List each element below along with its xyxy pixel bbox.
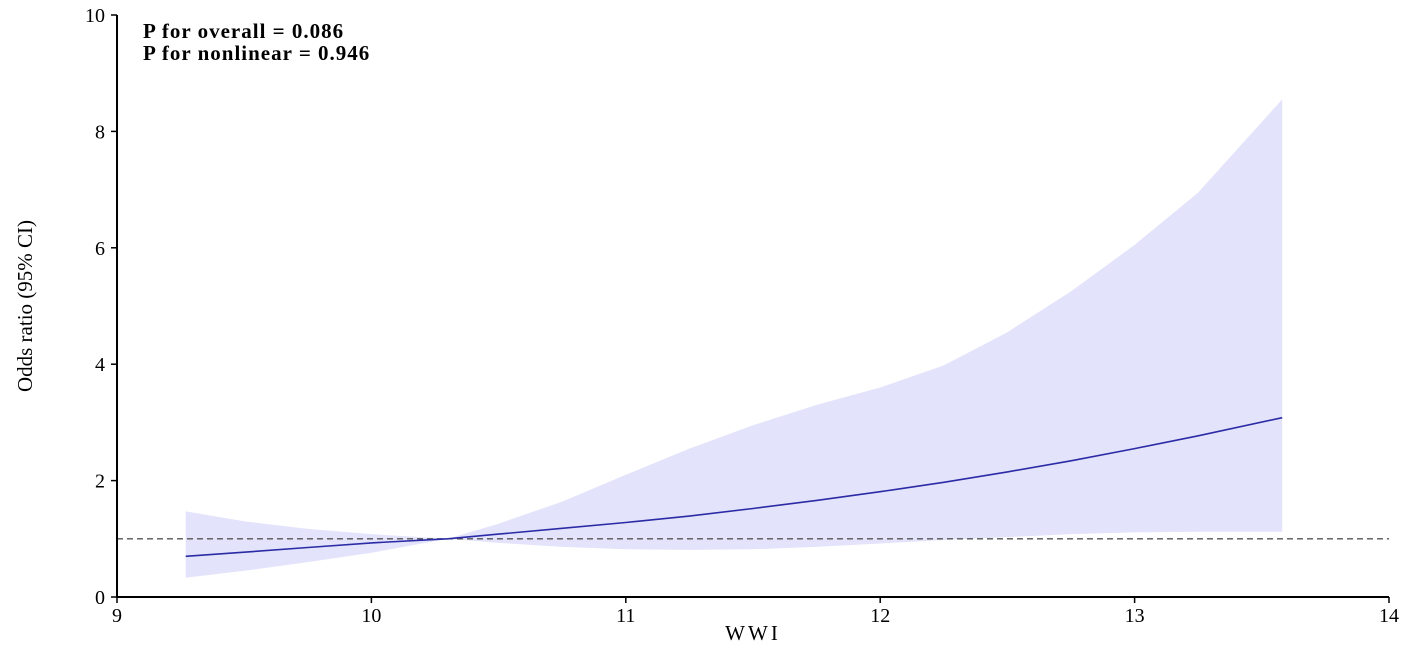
confidence-band bbox=[185, 99, 1283, 578]
annotation-p-nonlinear: P for nonlinear = 0.946 bbox=[143, 41, 370, 65]
y-tick-label: 0 bbox=[95, 587, 105, 609]
x-tick-label: 14 bbox=[1379, 605, 1399, 627]
x-tick-label: 9 bbox=[112, 605, 122, 627]
x-tick-label: 12 bbox=[870, 605, 890, 627]
y-tick-label: 10 bbox=[85, 5, 105, 27]
series-line bbox=[185, 416, 1283, 558]
confidence-band-layer bbox=[185, 99, 1283, 578]
y-tick-label: 2 bbox=[95, 471, 105, 493]
y-axis-title: Odds ratio (95% CI) bbox=[13, 220, 37, 392]
y-tick-label: 6 bbox=[95, 238, 105, 260]
annotation-p-overall: P for overall = 0.086 bbox=[143, 19, 344, 43]
ticks: 9 10 11 12 13 14 0 2 4 6 8 10 bbox=[85, 5, 1399, 627]
axes bbox=[116, 15, 1389, 598]
y-tick-label: 4 bbox=[95, 354, 105, 376]
x-tick-label: 11 bbox=[616, 605, 635, 627]
series-line-layer bbox=[185, 416, 1283, 558]
y-tick-label: 8 bbox=[95, 121, 105, 143]
x-tick-label: 13 bbox=[1125, 605, 1145, 627]
x-axis-title: WWI bbox=[725, 621, 781, 645]
x-tick-label: 10 bbox=[361, 605, 381, 627]
